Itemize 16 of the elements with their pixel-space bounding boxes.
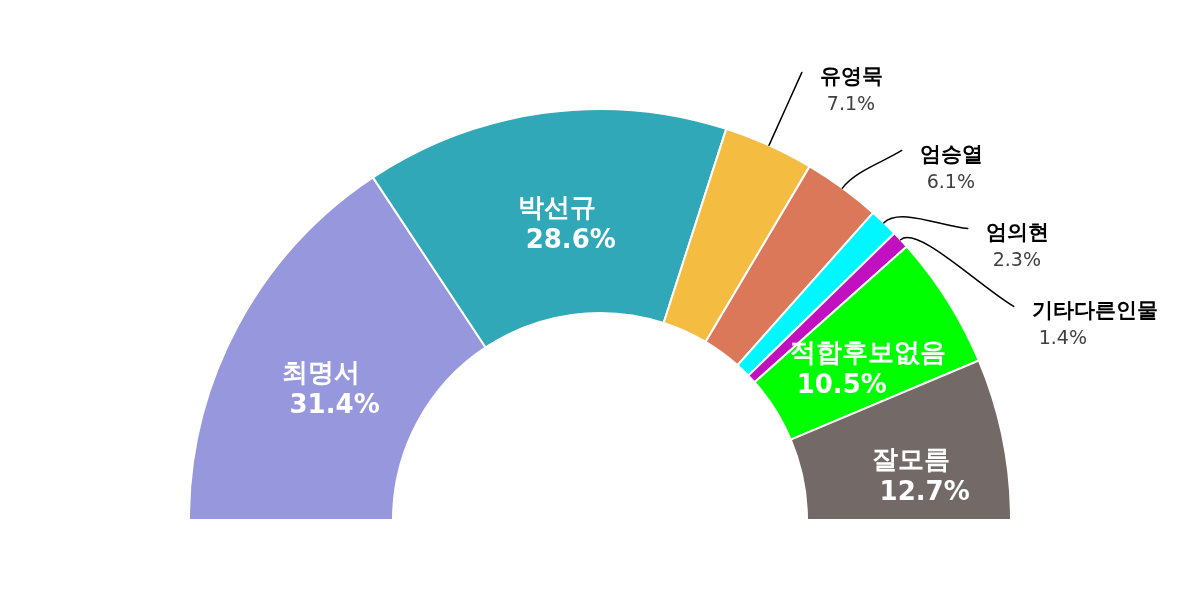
slice-label: 엄의현 xyxy=(985,220,1049,245)
data-label: 1.4% xyxy=(1038,325,1088,348)
data-label: 12.7% xyxy=(879,475,970,506)
slice-label: 적합후보없음 xyxy=(790,337,947,368)
data-label: 7.1% xyxy=(826,91,876,114)
slice-label: 잘모름 xyxy=(871,443,950,474)
slice-label: 유영묵 xyxy=(819,64,883,89)
slice-label: 기타다른인물 xyxy=(1031,298,1158,323)
data-label: 2.3% xyxy=(992,247,1042,270)
slice-label: 박선규 xyxy=(517,192,596,223)
data-label: 6.1% xyxy=(926,169,975,192)
slice-label: 엄승열 xyxy=(919,142,983,167)
data-label: 10.5% xyxy=(796,369,887,400)
slice-label: 최명서 xyxy=(281,356,360,387)
data-label: 31.4% xyxy=(289,388,380,419)
data-label: 28.6% xyxy=(525,224,616,255)
